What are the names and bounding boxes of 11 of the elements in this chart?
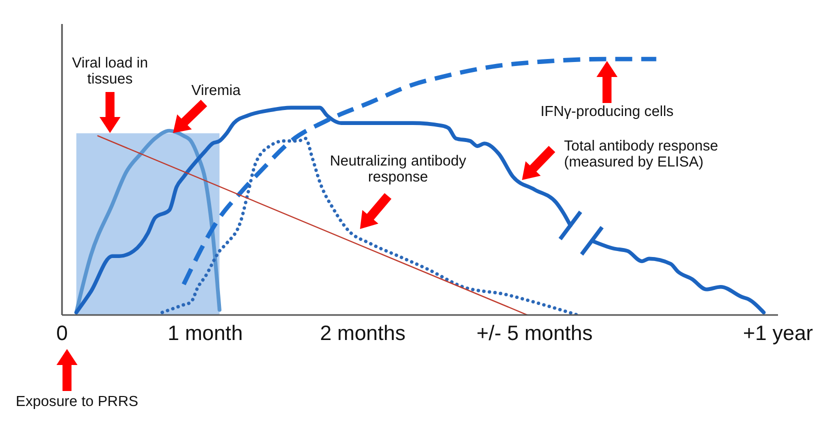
x-tick-label: +/- 5 months [476,322,593,345]
x-tick-label: 1 month [168,322,243,345]
x-tick-label: 2 months [320,322,406,345]
text: Exposure to PRRS [16,394,138,411]
annotation: Viral load in tissues [71,55,149,88]
annotation: Neutralizing antibody response [328,153,468,186]
annotation: Total antibody response (measured by ELISA) [564,138,720,171]
x-tick-label: +1 year [743,322,814,345]
annotation: IFNγ-producing cells [540,104,674,121]
annotation: Viremia [191,83,241,100]
x-tick-label: 0 [56,322,68,345]
